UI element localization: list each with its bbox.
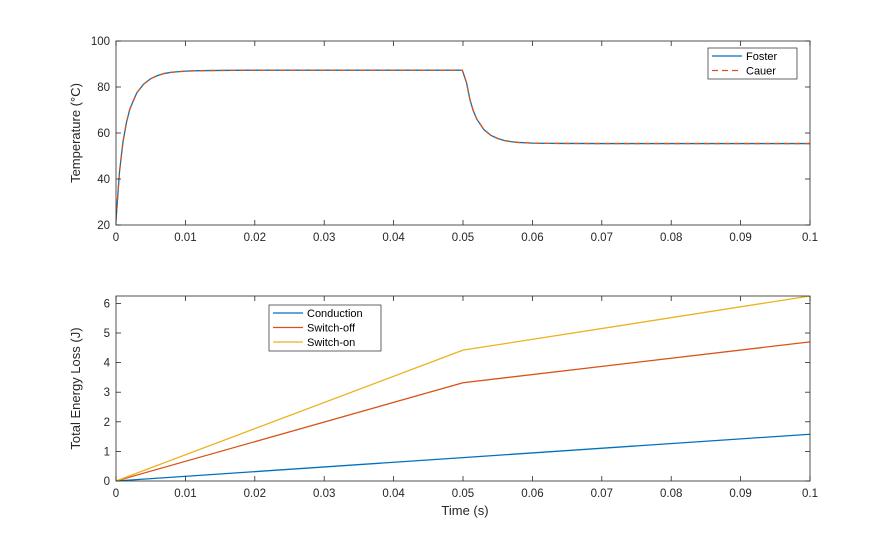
- legend-label-conduction: Conduction: [307, 308, 363, 320]
- axes-1: 0 0.01 0.02 0.03 0.04 0.05 0.06 0.07 0.08 0.09 0.1…: [68, 36, 818, 244]
- plot-area: [116, 41, 810, 225]
- x-tick-label: 0.08: [660, 232, 682, 244]
- y-tick-label: 6: [104, 298, 110, 310]
- x-tick-label: 0.03: [313, 488, 335, 500]
- y-axis-label: Total Energy Loss (J): [68, 327, 83, 449]
- x-tick-label: 0.02: [244, 232, 266, 244]
- x-tick-label: 0.01: [174, 232, 196, 244]
- series-line-cauer: [116, 69, 810, 221]
- x-tick-label: 0.09: [729, 232, 751, 244]
- y-tick-label: 2: [104, 417, 110, 429]
- x-axis-label: Time (s): [441, 503, 488, 518]
- legend-label-foster: Foster: [746, 51, 778, 63]
- x-tick-label: 0.06: [521, 488, 543, 500]
- x-tick-label: 0.03: [313, 232, 335, 244]
- x-tick-label: 0.01: [174, 488, 196, 500]
- y-tick-label: 100: [91, 36, 110, 48]
- y-tick-label: 60: [97, 128, 110, 140]
- legend-box: [707, 47, 798, 80]
- x-tick-label: 0.05: [452, 488, 474, 500]
- y-tick-label: 0: [104, 476, 110, 488]
- x-tick-label: 0.07: [591, 232, 613, 244]
- legend-label-switch-off: Switch-off: [307, 323, 356, 335]
- legend-label-cauer: Cauer: [746, 66, 776, 78]
- x-tick-label: 0.08: [660, 488, 682, 500]
- x-tick-label: 0: [113, 488, 119, 500]
- x-tick-label: 0.1: [802, 488, 818, 500]
- y-tick-label: 20: [97, 220, 110, 232]
- y-tick-label: 3: [104, 387, 110, 399]
- x-tick-label: 0.04: [382, 488, 405, 500]
- y-tick-label: 4: [104, 358, 111, 370]
- x-tick-label: 0: [113, 232, 119, 244]
- legend: Conduction Switch-off Switch-on: [268, 304, 382, 352]
- series-line-switch-on: [116, 296, 810, 481]
- x-tick-label: 0.05: [452, 232, 474, 244]
- legend: Foster Cauer: [707, 47, 798, 80]
- x-tick-label: 0.02: [244, 488, 266, 500]
- x-tick-label: 0.06: [521, 232, 543, 244]
- plot-area: [116, 296, 810, 481]
- axes-2: 0 0.01 0.02 0.03 0.04 0.05 0.06 0.07 0.08 0.09 0.1…: [68, 295, 818, 518]
- series-line-conduction: [116, 433, 810, 481]
- series-line-switch-off: [116, 341, 810, 481]
- x-tick-label: 0.07: [591, 488, 613, 500]
- y-tick-label: 80: [97, 82, 110, 94]
- x-tick-label: 0.1: [802, 232, 818, 244]
- y-axis-label: Temperature (°C): [68, 83, 83, 183]
- y-tick-label: 40: [97, 174, 110, 186]
- y-tick-label: 1: [104, 446, 110, 458]
- legend-label-switch-on: Switch-on: [307, 337, 355, 349]
- x-tick-label: 0.09: [729, 488, 751, 500]
- y-tick-label: 5: [104, 328, 110, 340]
- x-tick-label: 0.04: [382, 232, 405, 244]
